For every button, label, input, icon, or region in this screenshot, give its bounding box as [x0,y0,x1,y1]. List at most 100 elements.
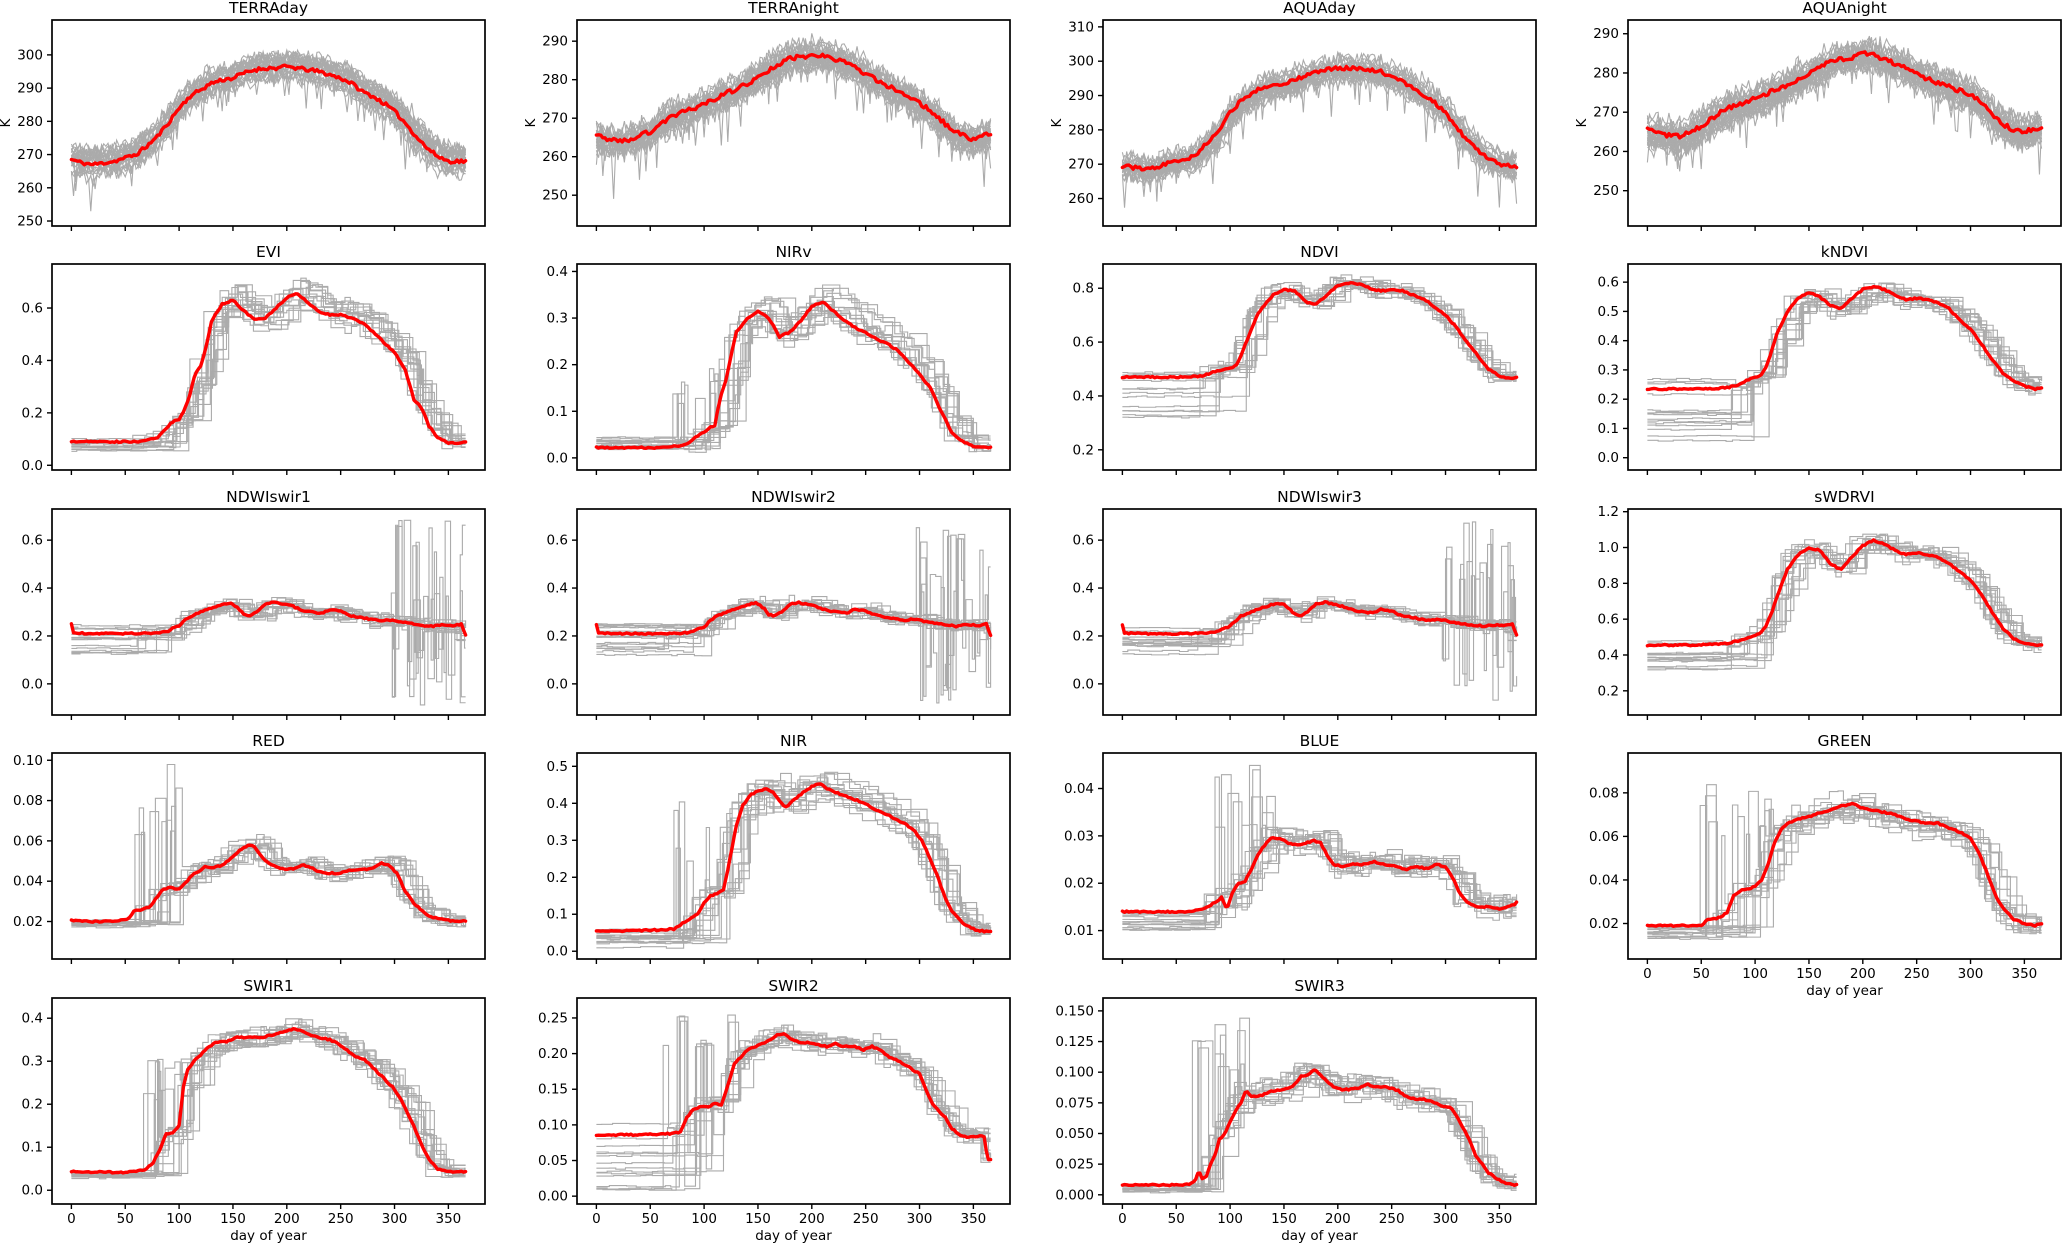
subplot-kNDVI: kNDVI 0.0 0.1 0.2 0.3 0.4 0.5 0.6 [1598,243,2062,475]
x-axis-ticks [70,959,450,964]
y-tick-label: 0.04 [1589,872,1619,888]
y-tick-label: 0.0 [22,1183,43,1199]
pixel-line [71,279,466,451]
y-tick-label: 0.4 [1598,333,1619,349]
pixel-line [71,277,466,442]
y-tick-label: 0.6 [22,301,43,317]
pixel-line [596,297,991,453]
subplot-RED: RED 0.02 0.04 0.06 0.08 0.10 [13,732,486,964]
mean-line [594,300,993,450]
pixel-line [71,519,467,698]
pixel-line [71,525,466,700]
chart-title: GREEN [1818,732,1872,750]
axes-frame [51,752,486,960]
mean-line [69,600,468,637]
pixel-line [596,1024,991,1173]
y-tick-label: 0.4 [1598,647,1619,663]
x-tick-label: 150 [1796,966,1822,982]
pixel-lines [71,277,466,452]
pixel-line [71,844,466,924]
mean-line [69,292,468,446]
y-tick-label: 0.6 [1073,335,1094,351]
pixel-line [596,316,991,452]
pixel-line [596,313,992,453]
x-tick-label: 50 [1168,1211,1185,1227]
y-tick-label: 0.4 [547,264,568,280]
y-tick-label: 290 [17,81,43,97]
x-tick-label: 0 [1643,966,1652,982]
chart-title: NDWIswir3 [1277,488,1362,506]
pixel-line [596,788,991,939]
subplot-SWIR1: SWIR1 0.0 0.1 0.2 0.3 0.4 0 50 100 150 200 250 300 35… [22,977,486,1244]
mean-line [594,1032,993,1162]
y-tick-label: 0.2 [1073,628,1094,644]
y-axis-ticks: 0.0 0.1 0.2 0.3 0.4 0.5 [547,759,577,960]
subplot-sWDRVI: sWDRVI 0.2 0.4 0.6 0.8 1.0 1.2 [1598,488,2062,720]
y-axis-ticks: 250 260 270 280 290 [1593,26,1628,199]
pixel-line [1647,286,2042,394]
y-axis-ticks: 250 260 270 280 290 [542,34,577,204]
pixel-line [71,1032,466,1177]
y-tick-label: 250 [17,214,43,230]
pixel-line [1647,807,2042,940]
y-tick-label: 0.02 [1064,876,1094,892]
y-tick-label: 0.050 [1055,1126,1094,1142]
y-tick-label: 0.6 [1598,612,1619,628]
pixel-line [1646,36,2043,138]
pixel-lines [70,48,467,212]
y-tick-label: 0.04 [1064,781,1094,797]
axes-frame [576,752,1011,960]
subplot-AQUAnight: AQUAnight K 250 260 270 280 290 [1574,0,2062,231]
mean-line [1120,1068,1519,1188]
y-tick-label: 0.5 [547,759,568,775]
pixel-line [71,1032,466,1175]
pixel-line [596,1036,991,1191]
axes-frame [1627,508,2062,716]
y-tick-label: 0.10 [13,753,43,769]
y-tick-label: 0.0 [22,458,43,474]
pixel-lines [1122,521,1518,701]
pixel-line [1647,292,2042,442]
y-axis-ticks: 0.0 0.2 0.4 0.6 [22,533,52,692]
pixel-line [1647,283,2042,415]
pixel-line [1646,57,2043,152]
pixel-line [70,67,467,212]
x-tick-label: 250 [328,1211,354,1227]
x-axis-ticks [1646,470,2026,475]
pixel-lines [1647,282,2043,442]
x-tick-label: 0 [592,1211,601,1227]
y-tick-label: 270 [17,147,43,163]
x-axis-ticks [70,226,450,231]
pixel-line [596,794,991,940]
pixel-line [1646,36,2042,141]
x-tick-label: 150 [220,1211,246,1227]
x-tick-label: 300 [1958,966,1984,982]
x-tick-label: 200 [799,1211,825,1227]
y-tick-label: 0.2 [22,628,43,644]
y-tick-label: 0.3 [547,833,568,849]
y-tick-label: 0.2 [547,870,568,886]
y-tick-label: 280 [17,114,43,130]
axes-frame [1627,263,2062,471]
y-tick-label: 0.1 [547,907,568,923]
pixel-line [1121,69,1518,187]
x-tick-label: 350 [1486,1211,1512,1227]
y-tick-label: 0.3 [547,311,568,327]
pixel-line [1647,292,2042,393]
y-axis-ticks: 0.0 0.2 0.4 0.6 [1073,533,1103,692]
y-tick-label: 0.25 [538,1010,568,1026]
pixel-line [1121,62,1518,204]
pixel-lines [1647,784,2043,940]
x-tick-label: 50 [1693,966,1710,982]
y-tick-label: 280 [542,72,568,88]
subplot-TERRAday: TERRAday K 250 260 270 280 290 300 [0,0,486,231]
axes-frame [1102,263,1537,471]
x-tick-label: 0 [1118,1211,1127,1227]
x-axis-ticks [595,226,975,231]
x-tick-label: 100 [1742,966,1768,982]
y-tick-label: 0.4 [547,581,568,597]
pixel-line [71,1026,466,1177]
subplot-NDWIswir1: NDWIswir1 0.0 0.2 0.4 0.6 [22,488,486,720]
y-tick-label: 0.02 [13,914,43,930]
chart-title: NIRv [775,243,811,261]
